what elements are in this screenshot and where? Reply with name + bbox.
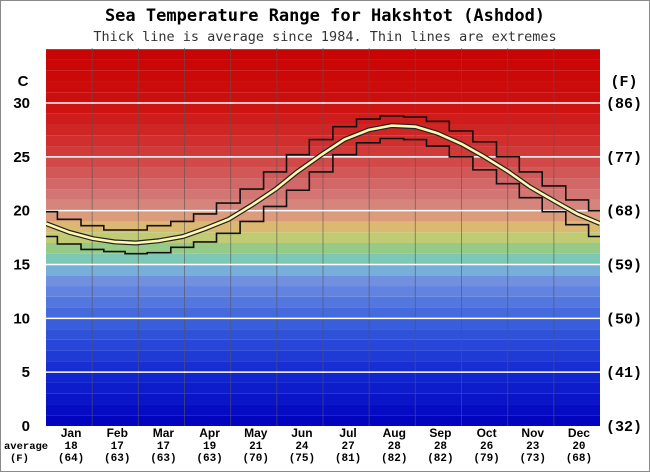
- row-label-average: average: [4, 441, 48, 453]
- chart-subtitle: Thick line is average since 1984. Thin l…: [93, 29, 557, 45]
- y-tick-c-30: 30: [13, 95, 30, 112]
- month-avg-f-oct: (79): [473, 453, 499, 465]
- month-avg-c-jun: 24: [295, 441, 309, 453]
- average-line: [46, 124, 600, 245]
- y-tick-f-30: (86): [606, 96, 642, 113]
- month-avg-f-mar: (63): [150, 453, 176, 465]
- month-label-sep: Sep: [429, 426, 451, 440]
- month-avg-c-may: 21: [249, 441, 263, 453]
- month-label-apr: Apr: [199, 426, 220, 440]
- y-tick-c-25: 25: [13, 149, 30, 166]
- y-tick-f-0: (32): [606, 419, 642, 436]
- y-unit-celsius: C: [18, 73, 29, 90]
- y-tick-f-25: (77): [606, 150, 642, 167]
- month-avg-c-nov: 23: [526, 441, 540, 453]
- chart-title: Sea Temperature Range for Hakshtot (Ashd…: [104, 6, 546, 26]
- y-tick-c-10: 10: [13, 310, 30, 327]
- horizontal-gridlines: [46, 102, 600, 373]
- y-tick-f-20: (68): [606, 204, 642, 221]
- month-avg-f-may: (70): [243, 453, 269, 465]
- y-unit-fahrenheit: (F): [610, 74, 637, 91]
- x-axis-labels: average(F)Jan18(64)Feb17(63)Mar17(63)Apr…: [4, 426, 592, 465]
- month-avg-c-aug: 28: [388, 441, 402, 453]
- month-avg-c-jul: 27: [341, 441, 354, 453]
- month-label-jul: Jul: [339, 426, 356, 440]
- month-label-mar: Mar: [153, 426, 175, 440]
- y-tick-f-15: (59): [606, 258, 642, 275]
- month-label-nov: Nov: [521, 426, 544, 440]
- minimum-line: [46, 137, 600, 255]
- y-axis-labels: C (F) 0 (32) 5 (41) 10 (50) 15 (59) 20 (68) 25 (77) 30…: [13, 73, 642, 436]
- month-avg-c-oct: 26: [480, 441, 493, 453]
- month-avg-f-jul: (81): [335, 453, 361, 465]
- y-tick-c-5: 5: [22, 364, 30, 381]
- month-avg-f-feb: (63): [104, 453, 130, 465]
- month-avg-f-jan: (64): [58, 453, 84, 465]
- month-avg-c-apr: 19: [203, 441, 216, 453]
- month-label-jan: Jan: [61, 426, 82, 440]
- month-label-oct: Oct: [477, 426, 497, 440]
- month-avg-f-apr: (63): [196, 453, 222, 465]
- y-tick-f-10: (50): [606, 311, 642, 328]
- series-lines: [46, 115, 600, 255]
- maximum-line: [46, 115, 600, 231]
- y-tick-c-0: 0: [22, 418, 30, 435]
- month-avg-f-jun: (75): [289, 453, 315, 465]
- month-avg-c-jan: 18: [64, 441, 78, 453]
- month-avg-c-dec: 20: [572, 441, 585, 453]
- month-avg-c-sep: 28: [434, 441, 448, 453]
- y-tick-c-15: 15: [13, 257, 30, 274]
- month-label-dec: Dec: [568, 426, 590, 440]
- month-avg-f-nov: (73): [520, 453, 546, 465]
- month-label-feb: Feb: [107, 426, 128, 440]
- month-avg-c-feb: 17: [111, 441, 124, 453]
- month-label-jun: Jun: [291, 426, 312, 440]
- y-tick-c-20: 20: [13, 203, 30, 220]
- y-tick-f-5: (41): [606, 365, 642, 382]
- month-avg-c-mar: 17: [157, 441, 170, 453]
- month-label-aug: Aug: [383, 426, 406, 440]
- month-avg-f-aug: (82): [381, 453, 407, 465]
- month-avg-f-dec: (68): [566, 453, 592, 465]
- month-avg-f-sep: (82): [427, 453, 453, 465]
- month-label-may: May: [244, 426, 268, 440]
- row-label-fahrenheit: (F): [10, 453, 29, 465]
